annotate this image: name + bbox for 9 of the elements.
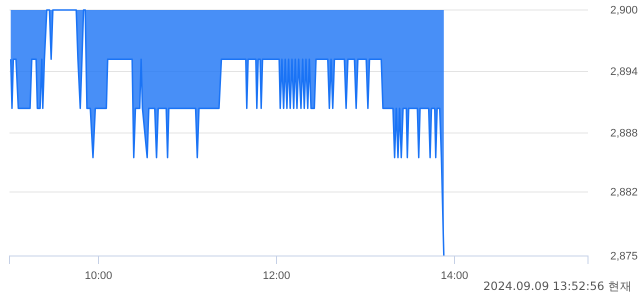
x-tick-label: 14:00 — [440, 270, 468, 282]
y-tick-label: 2,875 — [610, 250, 638, 263]
y-tick-label: 2,888 — [610, 128, 638, 140]
x-tick-label: 10:00 — [84, 270, 112, 282]
y-tick-label: 2,900 — [610, 4, 638, 17]
y-tick-label: 2,882 — [610, 186, 638, 199]
y-tick-label: 2,894 — [610, 66, 638, 78]
text: 2024.09.09 13:52:56 현재 — [483, 279, 632, 293]
x-tick-label: 12:00 — [262, 270, 290, 282]
